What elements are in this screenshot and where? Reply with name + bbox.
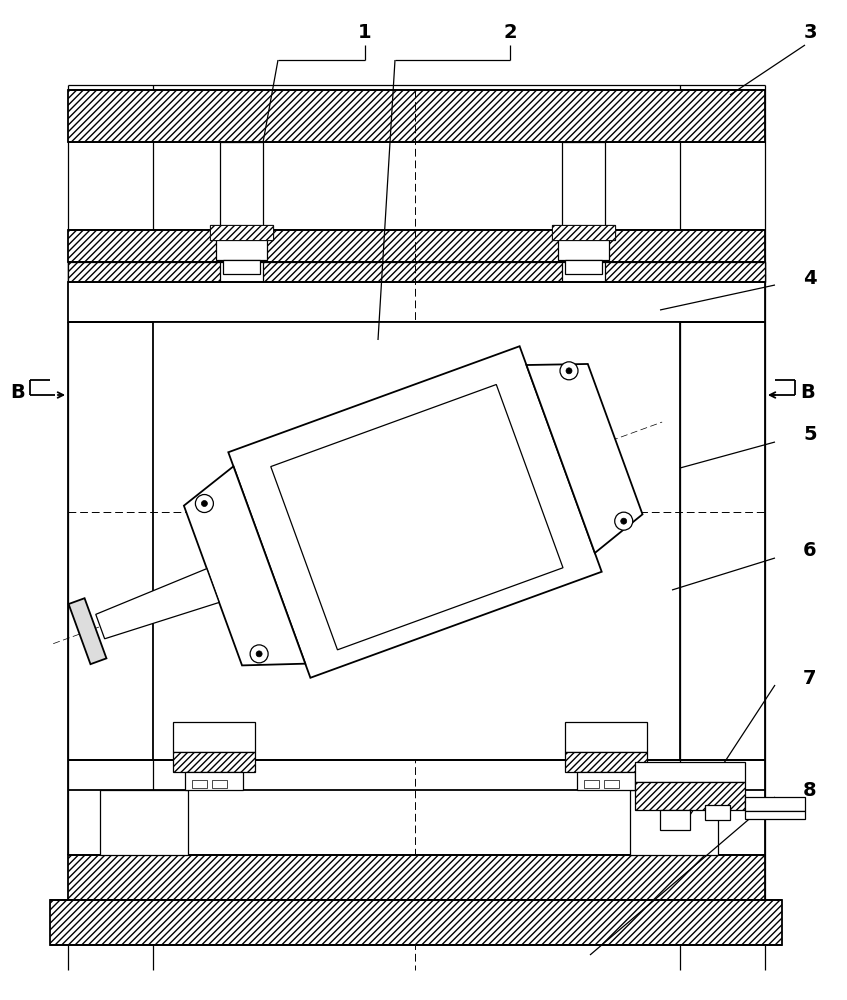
Bar [173,752,255,772]
Circle shape [250,645,268,663]
Bar [565,752,647,772]
Bar [153,322,680,760]
Circle shape [566,368,572,374]
Bar [212,780,227,788]
Circle shape [256,651,262,657]
Bar [660,810,690,830]
Text: 8: 8 [803,780,817,800]
Bar [220,142,263,230]
Text: 6: 6 [803,540,817,560]
Bar [50,900,782,945]
Bar [605,262,765,282]
Bar [68,855,765,900]
Bar [552,225,615,240]
Text: 3: 3 [803,22,817,41]
Bar [185,772,243,790]
Text: B: B [11,382,25,401]
Bar [584,780,599,788]
Bar [192,780,207,788]
Text: 2: 2 [503,22,517,41]
Bar [552,225,615,240]
Text: B: B [800,382,816,401]
Circle shape [621,518,627,524]
Text: 4: 4 [803,268,817,288]
Bar [173,722,255,752]
Bar [223,260,260,274]
Bar [577,772,635,790]
Bar [210,225,273,240]
Text: 1: 1 [358,22,372,41]
Bar [216,240,267,260]
Bar [562,142,605,230]
Bar [68,90,765,142]
Polygon shape [527,364,643,553]
Bar [635,762,745,782]
Bar [68,262,765,282]
Circle shape [615,512,633,530]
Polygon shape [229,346,601,678]
Circle shape [202,501,208,507]
Bar [565,260,602,274]
Polygon shape [271,385,563,650]
Text: 5: 5 [803,426,817,444]
Bar [100,790,188,855]
Polygon shape [96,569,219,639]
Bar [745,797,805,811]
Bar [630,790,718,855]
Polygon shape [69,598,107,664]
Polygon shape [184,466,305,665]
Bar [68,282,765,322]
Bar [210,225,273,240]
Text: 7: 7 [803,668,817,688]
Circle shape [560,362,578,380]
Bar [68,262,220,282]
Bar [68,230,765,262]
Bar [745,811,805,819]
Bar [263,262,562,282]
Circle shape [196,495,213,513]
Bar [705,805,730,820]
Bar [565,722,647,752]
Bar [604,780,619,788]
Bar [558,240,609,260]
Polygon shape [635,782,745,810]
